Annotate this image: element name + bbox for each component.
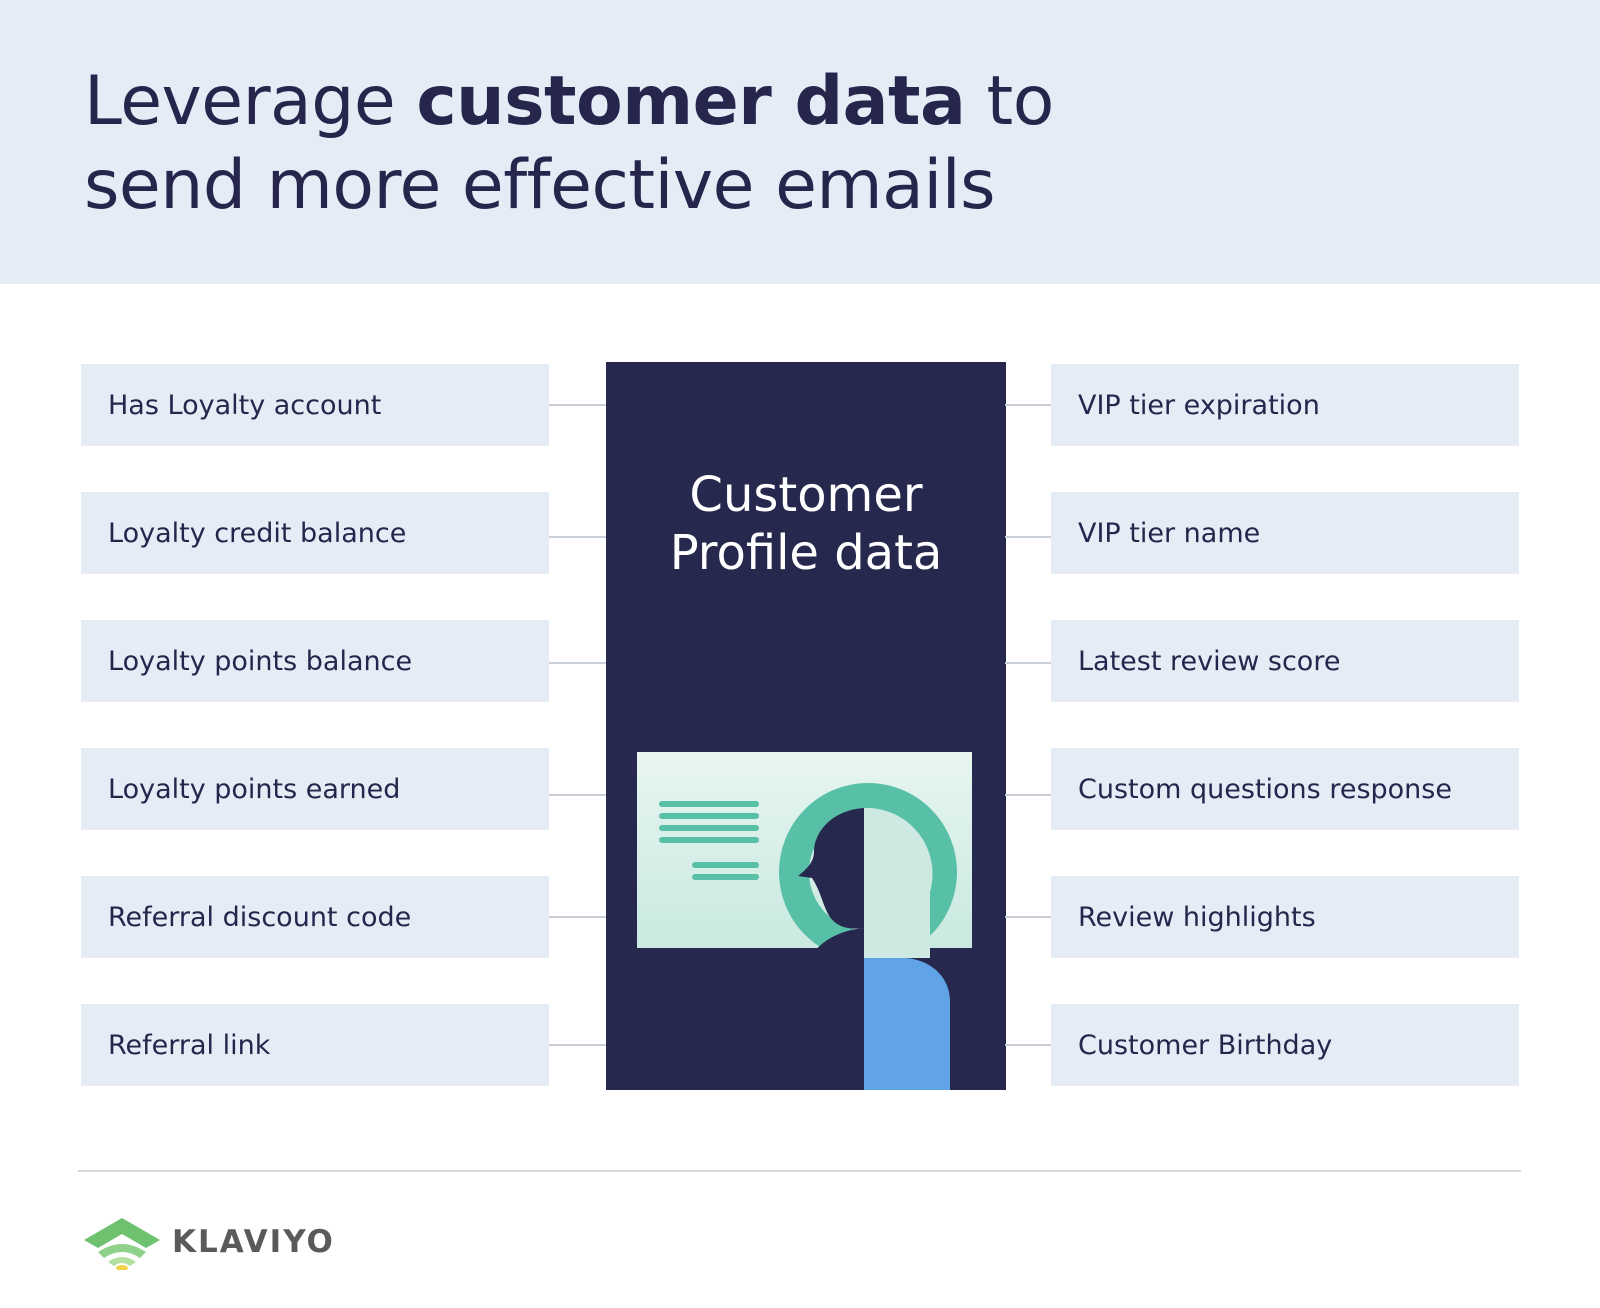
left-item-loyalty-credit-balance: Loyalty credit balance [81, 492, 549, 574]
header-banner: Leverage customer data to send more effe… [0, 0, 1600, 284]
right-item-vip-tier-expiration: VIP tier expiration [1051, 364, 1519, 446]
body-right [864, 958, 950, 1090]
title-bold: customer data [416, 62, 966, 141]
page-title: Leverage customer data to send more effe… [84, 60, 1284, 228]
connector-line [549, 662, 606, 664]
left-item-loyalty-points-earned: Loyalty points earned [81, 748, 549, 830]
connector-line [549, 794, 606, 796]
left-item-referral-discount-code: Referral discount code [81, 876, 549, 958]
body-left [802, 928, 864, 1090]
klaviyo-logo: KLAVIYO [82, 1214, 335, 1270]
title-part2: to [965, 62, 1055, 141]
connector-line [1005, 1044, 1051, 1046]
text-lines-icon [659, 801, 759, 880]
connector-line [1005, 794, 1051, 796]
center-title-line2: Profile data [669, 525, 943, 581]
title-part1: Leverage [84, 62, 417, 141]
footer-divider [78, 1170, 1521, 1172]
connector-line [1005, 404, 1051, 406]
customer-profile-panel: Customer Profile data [606, 362, 1006, 1090]
connector-line [1005, 662, 1051, 664]
connector-line [549, 536, 606, 538]
left-item-loyalty-points-balance: Loyalty points balance [81, 620, 549, 702]
center-title-line1: Customer [689, 467, 923, 523]
right-item-review-highlights: Review highlights [1051, 876, 1519, 958]
klaviyo-logo-icon [84, 1218, 160, 1270]
face-right [864, 807, 933, 958]
right-item-latest-review-score: Latest review score [1051, 620, 1519, 702]
center-title: Customer Profile data [606, 466, 1006, 582]
face-silhouette [798, 808, 864, 929]
profile-illustration [637, 752, 972, 1090]
connector-line [549, 916, 606, 918]
connector-line [549, 404, 606, 406]
right-item-custom-questions-response: Custom questions response [1051, 748, 1519, 830]
right-item-vip-tier-name: VIP tier name [1051, 492, 1519, 574]
title-line2: send more effective emails [84, 146, 996, 225]
left-item-has-loyalty-account: Has Loyalty account [81, 364, 549, 446]
right-item-customer-birthday: Customer Birthday [1051, 1004, 1519, 1086]
klaviyo-wordmark: KLAVIYO [172, 1224, 335, 1260]
connector-line [549, 1044, 606, 1046]
connector-line [1005, 536, 1051, 538]
left-item-referral-link: Referral link [81, 1004, 549, 1086]
connector-line [1005, 916, 1051, 918]
